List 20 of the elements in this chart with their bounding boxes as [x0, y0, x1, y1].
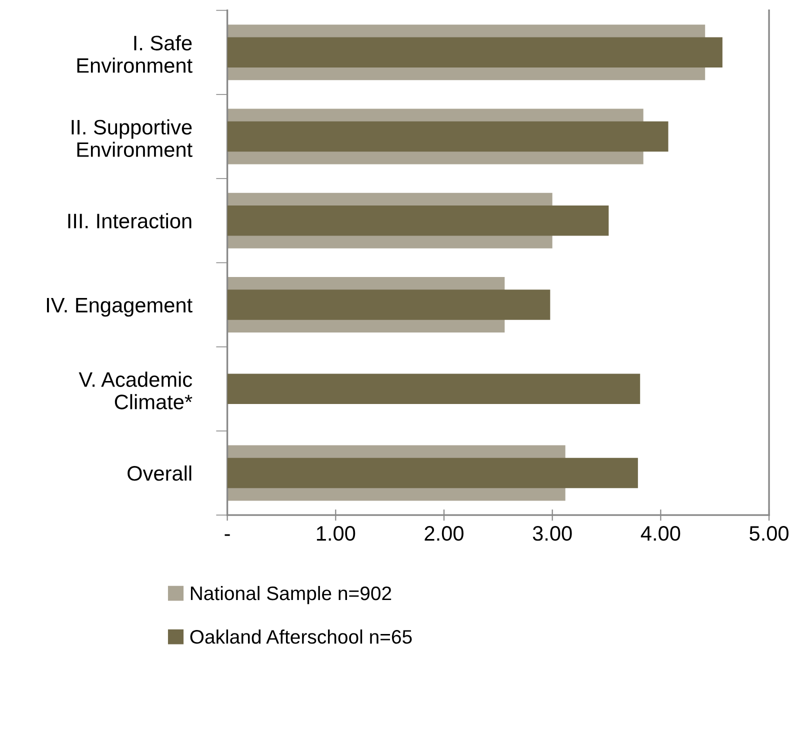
y-tick-label: III. Interaction	[68, 213, 192, 228]
x-tick-label: -	[224, 534, 230, 536]
legend-label: Oakland Afterschool n=65	[190, 629, 412, 644]
x-tick-label: 4.00	[640, 526, 680, 541]
bar	[227, 206, 609, 236]
bar	[227, 121, 668, 152]
bar	[227, 37, 722, 68]
x-tick-label: 2.00	[424, 526, 464, 541]
x-tick-label: 5.00	[750, 526, 788, 541]
y-tick-label: Overall	[128, 465, 192, 481]
legend-label: National Sample n=902	[190, 586, 392, 604]
y-tick-label: II. Supportive Environment	[72, 119, 192, 158]
bar	[227, 290, 550, 320]
y-tick-label: I. Safe Environment	[77, 35, 192, 73]
x-tick-label: 1.00	[316, 526, 356, 541]
bar	[227, 458, 638, 488]
x-tick-label: 3.00	[532, 526, 572, 541]
bar	[227, 374, 640, 404]
y-tick-label: IV. Engagement	[47, 298, 192, 317]
y-tick-label: V. Academic Climate*	[78, 372, 192, 410]
